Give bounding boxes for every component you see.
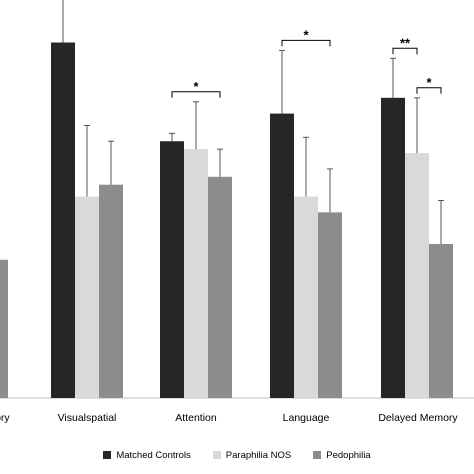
significance-bracket [416,87,442,94]
bar [160,141,184,398]
significance-bracket [281,39,331,47]
bar [51,42,75,398]
bar [381,97,405,399]
legend-swatch [212,451,221,459]
category-label: Attention [175,412,217,424]
significance-bracket [392,47,418,55]
category-label: Language [283,412,330,424]
legend-label: Paraphilia NOS [225,449,292,461]
bar [0,259,8,398]
legend: Matched Controls Paraphilia NOS Pedophilia [0,446,474,464]
bar [99,184,123,398]
bar [318,212,342,398]
significance-label: * [426,75,432,90]
chart-marks: *******moryVisualspatialAttentionLanguag… [0,0,458,424]
significance-label: ** [400,35,411,50]
significance-label: * [193,79,199,94]
bar [208,176,232,398]
legend-item: Paraphilia NOS [212,449,292,461]
bar [184,149,208,398]
bar [429,243,453,398]
legend-label: Matched Controls [116,449,191,461]
legend-label: Pedophilia [326,449,371,461]
legend-swatch [313,451,322,459]
legend-swatch [103,451,112,459]
bar [270,113,294,398]
category-label: mory [0,412,10,424]
bar [294,196,318,398]
legend-item: Matched Controls [103,449,191,461]
bar [75,196,99,398]
legend-item: Pedophilia [313,449,371,461]
significance-bracket [171,91,221,98]
category-label: Delayed Memory [378,412,458,424]
bar [405,153,429,398]
category-label: Visualspatial [58,412,117,424]
significance-label: * [303,27,309,42]
